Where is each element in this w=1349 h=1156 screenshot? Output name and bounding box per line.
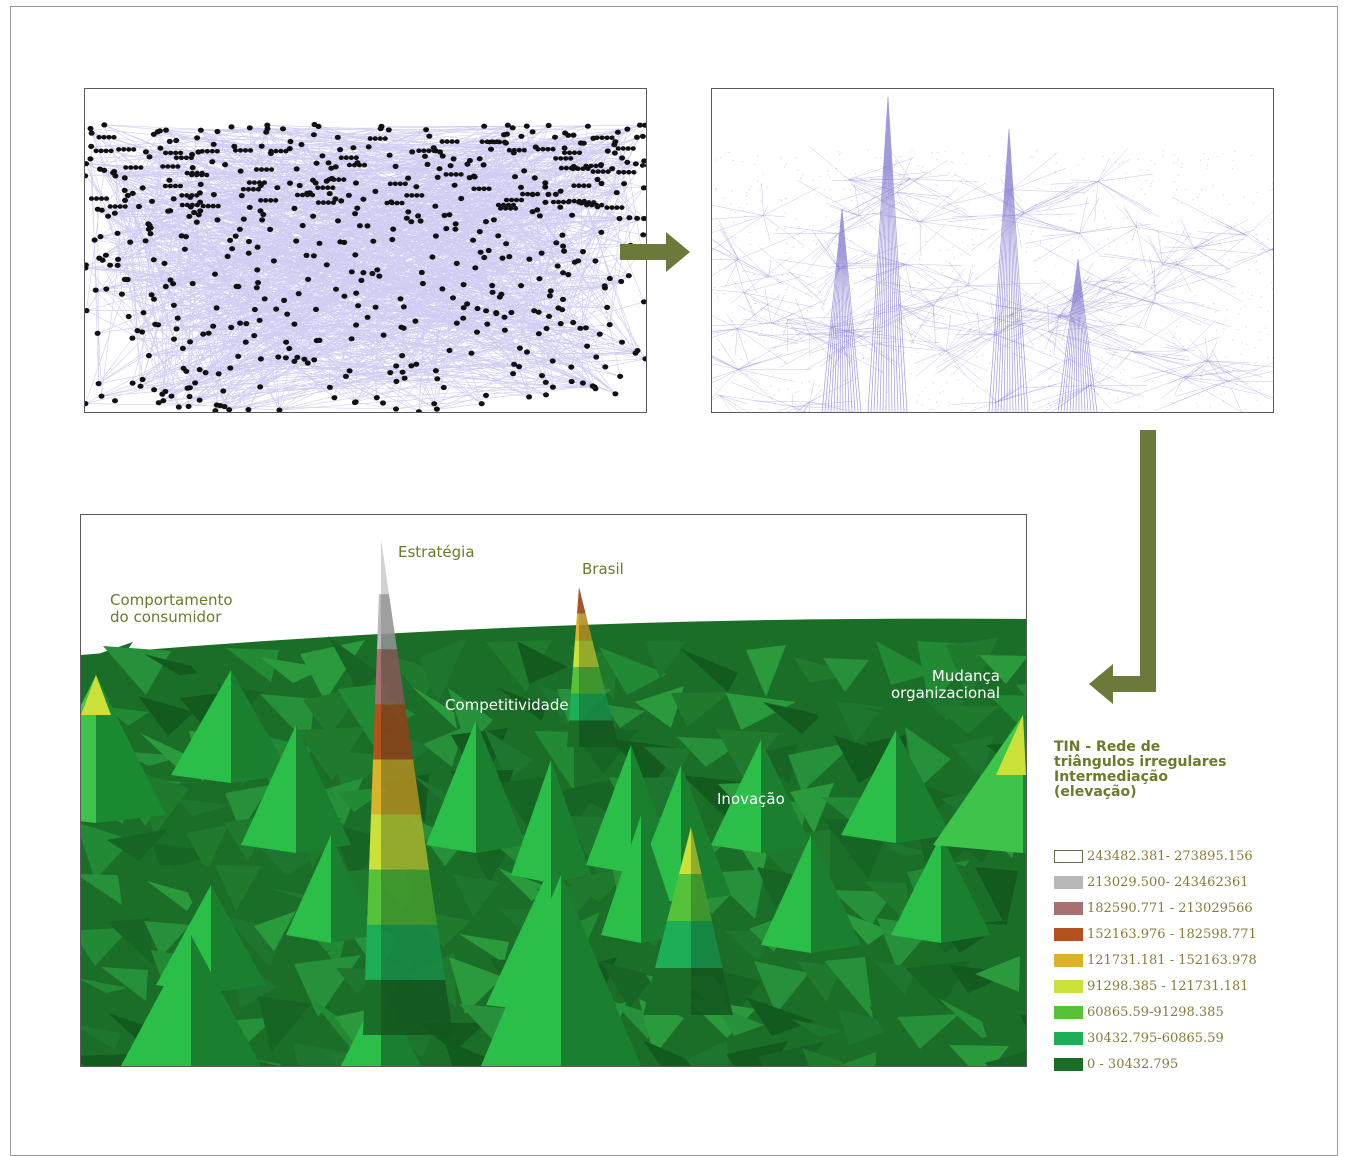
legend-swatch: [1054, 927, 1083, 941]
legend-swatch: [1054, 1005, 1083, 1019]
peak-label-comportamento-line2: do consumidor: [110, 608, 222, 626]
legend-item: 152163.976 - 182598.771: [1054, 921, 1334, 947]
terrain-spikes: [363, 539, 733, 1035]
legend-range-label: 152163.976 - 182598.771: [1087, 926, 1257, 942]
peak-label-mudanca: Mudança organizacional: [891, 668, 1000, 702]
legend-swatch: [1054, 875, 1083, 889]
tin-terrain: [81, 515, 1026, 1066]
legend-title-line: triângulos irregulares: [1054, 754, 1227, 770]
legend-range-label: 121731.181 - 152163.978: [1087, 952, 1257, 968]
sketch-lines: [712, 146, 1273, 412]
peak-label-comportamento: Comportamento do consumidor: [110, 592, 233, 626]
peak-label-comportamento-line1: Comportamento: [110, 591, 233, 609]
sketch-spikes: [821, 96, 1098, 412]
legend-title-line: Intermediação: [1054, 769, 1168, 785]
legend-range-label: 243482.381- 273895.156: [1087, 848, 1253, 864]
peak-label-mudanca-line1: Mudança: [931, 667, 1000, 685]
legend-swatch: [1054, 849, 1083, 863]
legend-item: 243482.381- 273895.156: [1054, 843, 1334, 869]
legend-swatch: [1054, 953, 1083, 967]
peak-label-brasil: Brasil: [582, 560, 624, 578]
legend-swatch: [1054, 901, 1083, 915]
elevation-sketch-panel: [711, 88, 1274, 413]
legend-title-line: (elevação): [1054, 784, 1137, 800]
legend-swatch: [1054, 1031, 1083, 1045]
legend-item: 182590.771 - 213029566: [1054, 895, 1334, 921]
legend: 243482.381- 273895.156 213029.500- 243462…: [1054, 843, 1334, 1077]
peak-label-competitividade: Competitividade: [445, 696, 569, 714]
legend-range-label: 0 - 30432.795: [1087, 1056, 1179, 1072]
legend-range-label: 213029.500- 243462361: [1087, 874, 1249, 890]
legend-item: 60865.59-91298.385: [1054, 999, 1334, 1025]
legend-item: 121731.181 - 152163.978: [1054, 947, 1334, 973]
legend-title: TIN - Rede de triângulos irregulares Int…: [1054, 740, 1294, 800]
legend-item: 213029.500- 243462361: [1054, 869, 1334, 895]
arrow-right: [620, 232, 690, 272]
peak-label-estrategia: Estratégia: [398, 543, 475, 561]
legend-item: 91298.385 - 121731.181: [1054, 973, 1334, 999]
tin-terrain-panel: Estratégia Brasil Comportamento do consu…: [80, 514, 1027, 1067]
arrow-down-left: [1089, 430, 1156, 704]
legend-title-line: TIN - Rede de: [1054, 739, 1161, 755]
network-nodes: [85, 121, 646, 412]
legend-item: 0 - 30432.795: [1054, 1051, 1334, 1077]
sketch-dots: [712, 149, 1273, 412]
network-graph: [85, 121, 646, 412]
legend-swatch: [1054, 1057, 1083, 1071]
network-graph-panel: [84, 88, 647, 413]
elevation-sketch: [712, 96, 1273, 412]
legend-range-label: 91298.385 - 121731.181: [1087, 978, 1249, 994]
legend-item: 30432.795-60865.59: [1054, 1025, 1334, 1051]
legend-range-label: 60865.59-91298.385: [1087, 1004, 1224, 1020]
legend-range-label: 182590.771 - 213029566: [1087, 900, 1253, 916]
legend-range-label: 30432.795-60865.59: [1087, 1030, 1224, 1046]
peak-label-inovacao: Inovação: [717, 790, 785, 808]
peak-label-mudanca-line2: organizacional: [891, 684, 1000, 702]
legend-swatch: [1054, 979, 1083, 993]
